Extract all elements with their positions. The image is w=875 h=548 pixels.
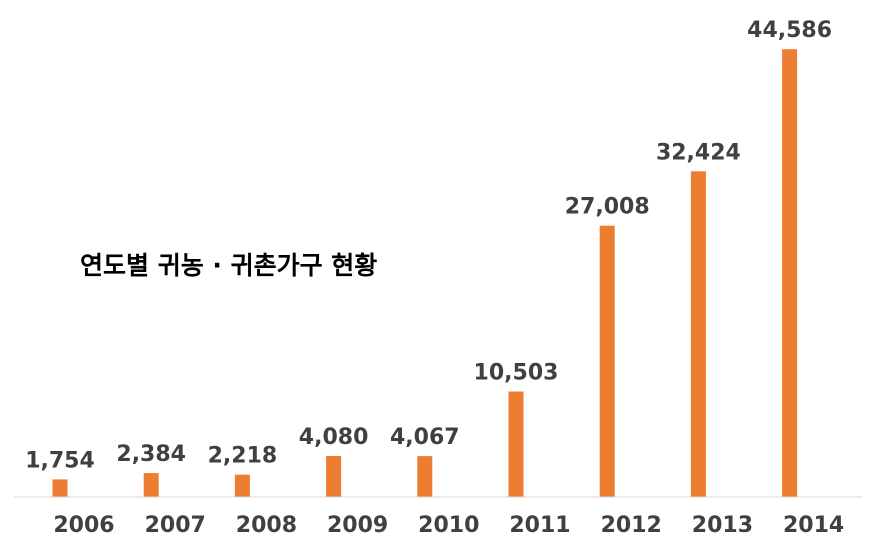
value-label-2010: 4,067 [390, 425, 460, 450]
x-tick-label-2008: 2008 [236, 513, 297, 538]
bar-2007 [143, 473, 159, 497]
x-tick-label-2011: 2011 [509, 513, 570, 538]
bar-2009 [326, 456, 342, 497]
bar-2006 [52, 479, 68, 497]
bar-2008 [234, 474, 250, 497]
x-tick-label-2013: 2013 [692, 513, 753, 538]
x-tick-label-2010: 2010 [418, 513, 479, 538]
bar-2011 [508, 391, 524, 497]
value-label-2012: 27,008 [565, 195, 650, 220]
x-tick-label-2014: 2014 [783, 513, 844, 538]
value-label-2006: 1,754 [25, 448, 95, 473]
x-tick-label-2012: 2012 [601, 513, 662, 538]
bar-2013 [690, 171, 706, 498]
value-label-2009: 4,080 [299, 425, 369, 450]
bars-group [52, 49, 798, 498]
x-tick-labels-group: 2006 2007 2008 2009 2010 2011 2012 2013 2014 [53, 513, 844, 538]
x-tick-label-2009: 2009 [327, 513, 388, 538]
x-tick-label-2007: 2007 [145, 513, 206, 538]
value-labels-group: 1,754 2,384 2,218 4,080 4,067 10,503 27,008 32,… [25, 18, 832, 473]
value-label-2008: 2,218 [208, 444, 278, 469]
value-label-2013: 32,424 [656, 140, 741, 165]
value-label-2007: 2,384 [116, 442, 186, 467]
value-label-2014: 44,586 [747, 18, 832, 43]
x-tick-label-2006: 2006 [53, 513, 114, 538]
chart-title: 연도별 귀농 · 귀촌가구 현황 [80, 251, 377, 280]
bar-2014 [782, 49, 798, 497]
value-label-2011: 10,503 [474, 361, 559, 386]
bar-2012 [599, 225, 615, 497]
bar-2010 [417, 456, 433, 497]
